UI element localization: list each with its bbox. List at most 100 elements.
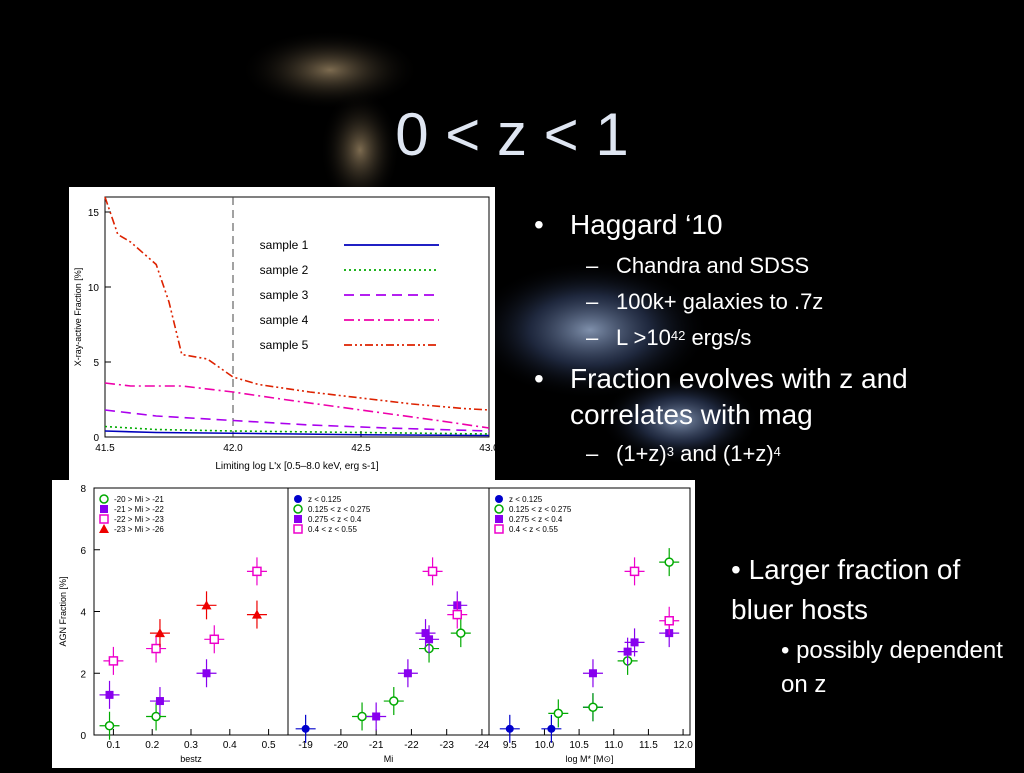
y-tick-label: 8 — [80, 484, 86, 495]
data-point — [201, 600, 212, 610]
x-tick-label: -24 — [475, 740, 490, 751]
x-tick-label: 10.0 — [535, 740, 555, 751]
side-note-text: Larger fraction of bluer hosts — [731, 554, 961, 625]
x-tick-label: 0.4 — [223, 740, 237, 751]
x-tick-label: -22 — [404, 740, 419, 751]
sub-bullet-galaxies: – 100k+ galaxies to .7z — [528, 287, 1008, 317]
x-tick-label: -19 — [298, 740, 313, 751]
y-tick-label: 0 — [93, 433, 99, 444]
data-point — [495, 515, 503, 523]
legend-label: sample 1 — [260, 238, 309, 252]
series-line — [104, 196, 490, 411]
y-tick-label: 0 — [80, 731, 86, 742]
data-point — [154, 628, 165, 638]
data-point — [389, 696, 399, 706]
x-tick-label: 11.0 — [604, 740, 623, 751]
x-tick-label: 9.5 — [503, 740, 517, 751]
data-point — [293, 504, 303, 514]
data-point — [108, 656, 119, 666]
legend-label: z < 0.125 — [308, 495, 342, 504]
x-tick-label: 0.5 — [262, 740, 276, 751]
dash-glyph: – — [586, 253, 599, 278]
data-point — [202, 669, 211, 678]
x-tick-label: 0.2 — [145, 740, 159, 751]
x-tick-label: 12.0 — [673, 740, 693, 751]
data-point — [99, 494, 109, 504]
sub-bullet-pre: (1+z) — [616, 441, 667, 466]
side-note-subtext: possibly dependent on z — [781, 637, 1003, 698]
sub-bullet-luminosity: – L >1042 ergs/s — [528, 323, 1008, 353]
x-axis-label: Mi — [384, 754, 394, 764]
legend-label: -22 > Mi > -23 — [114, 515, 164, 524]
legend-label: sample 4 — [260, 313, 309, 327]
x-tick-label: -23 — [439, 740, 454, 751]
data-point — [495, 495, 503, 503]
sub-bullet-post: ergs/s — [685, 325, 752, 350]
series-line — [104, 409, 490, 432]
legend-label: 0.125 < z < 0.275 — [308, 505, 371, 514]
series-line — [104, 382, 490, 429]
x-tick-label: 0.3 — [184, 740, 198, 751]
y-tick-label: 10 — [88, 283, 100, 294]
y-tick-label: 2 — [80, 669, 86, 680]
data-point — [494, 524, 504, 534]
bullet-glyph: • — [534, 209, 544, 240]
data-point — [403, 669, 412, 678]
data-point — [372, 712, 381, 721]
agn-fraction-chart: 0.1 0.2 0.3 0.4 0.5 0 2 4 6 8 bestz AGN Fraction [%… — [58, 484, 693, 764]
sub-bullet-pre: L >10 — [616, 325, 671, 350]
sub-bullet-sup2: 4 — [773, 444, 781, 459]
x-axis-label: bestz — [180, 754, 202, 764]
bullet-haggard: • Haggard ‘10 — [528, 207, 1008, 243]
data-point — [427, 566, 438, 577]
data-point — [505, 724, 514, 733]
data-point — [553, 708, 564, 719]
data-point — [421, 629, 430, 638]
data-point — [209, 634, 220, 645]
bullet-glyph: • — [781, 637, 790, 664]
data-point — [105, 690, 114, 699]
legend-label: 0.125 < z < 0.275 — [509, 505, 572, 514]
x-tick-label: 42.5 — [351, 443, 371, 454]
legend-label: sample 2 — [260, 263, 309, 277]
data-point — [664, 557, 674, 567]
bullet-text: Fraction evolves with z and correlates w… — [570, 363, 908, 430]
data-point — [623, 647, 632, 656]
legend-label: -23 > Mi > -26 — [114, 525, 164, 534]
y-tick-label: 6 — [80, 546, 86, 557]
data-point — [294, 495, 302, 503]
bullet-glyph: • — [534, 363, 544, 394]
sub-bullet-mid: and (1+z) — [673, 441, 774, 466]
panel-frame — [488, 487, 691, 736]
x-tick-label: -21 — [369, 740, 384, 751]
y-tick-label: 5 — [93, 358, 99, 369]
legend-label: sample 5 — [260, 338, 309, 352]
xray-fraction-chart: 41.5 42.0 42.5 43.0 0 5 10 15 Limiting log L'x [… — [73, 196, 499, 472]
xray-fraction-figure: 41.5 42.0 42.5 43.0 0 5 10 15 Limiting log L'x [… — [69, 187, 499, 480]
y-axis-label: X-ray-active Fraction [%] — [73, 268, 83, 367]
x-axis-label: log M* [M⊙] — [565, 754, 613, 764]
agn-fraction-figure: 0.1 0.2 0.3 0.4 0.5 0 2 4 6 8 bestz AGN Fraction [%… — [52, 480, 695, 768]
bullet-list: • Haggard ‘10 – Chandra and SDSS – 100k+… — [528, 203, 1008, 469]
y-tick-label: 4 — [80, 608, 86, 619]
data-point — [630, 638, 639, 647]
bullet-fraction: • Fraction evolves with z and correlates… — [528, 361, 1008, 433]
legend-label: sample 3 — [260, 288, 309, 302]
data-point — [293, 524, 303, 534]
data-point — [588, 702, 598, 712]
data-point — [151, 643, 161, 654]
sub-bullet-sup: 42 — [670, 328, 686, 343]
legend-label: 0.4 < z < 0.55 — [509, 525, 558, 534]
data-point — [456, 628, 466, 638]
side-note-sub: • possibly dependent on z — [781, 634, 1011, 702]
legend-label: 0.4 < z < 0.55 — [308, 525, 357, 534]
legend-label: 0.275 < z < 0.4 — [509, 515, 563, 524]
data-point — [452, 609, 463, 620]
sub-bullet-evolution: – (1+z)3 and (1+z)4 — [528, 439, 1008, 469]
data-point — [547, 724, 556, 733]
data-point — [251, 609, 262, 619]
data-point — [588, 669, 597, 678]
x-tick-label: 41.5 — [95, 443, 115, 454]
data-point — [425, 635, 434, 644]
bullet-glyph: • — [731, 554, 741, 585]
